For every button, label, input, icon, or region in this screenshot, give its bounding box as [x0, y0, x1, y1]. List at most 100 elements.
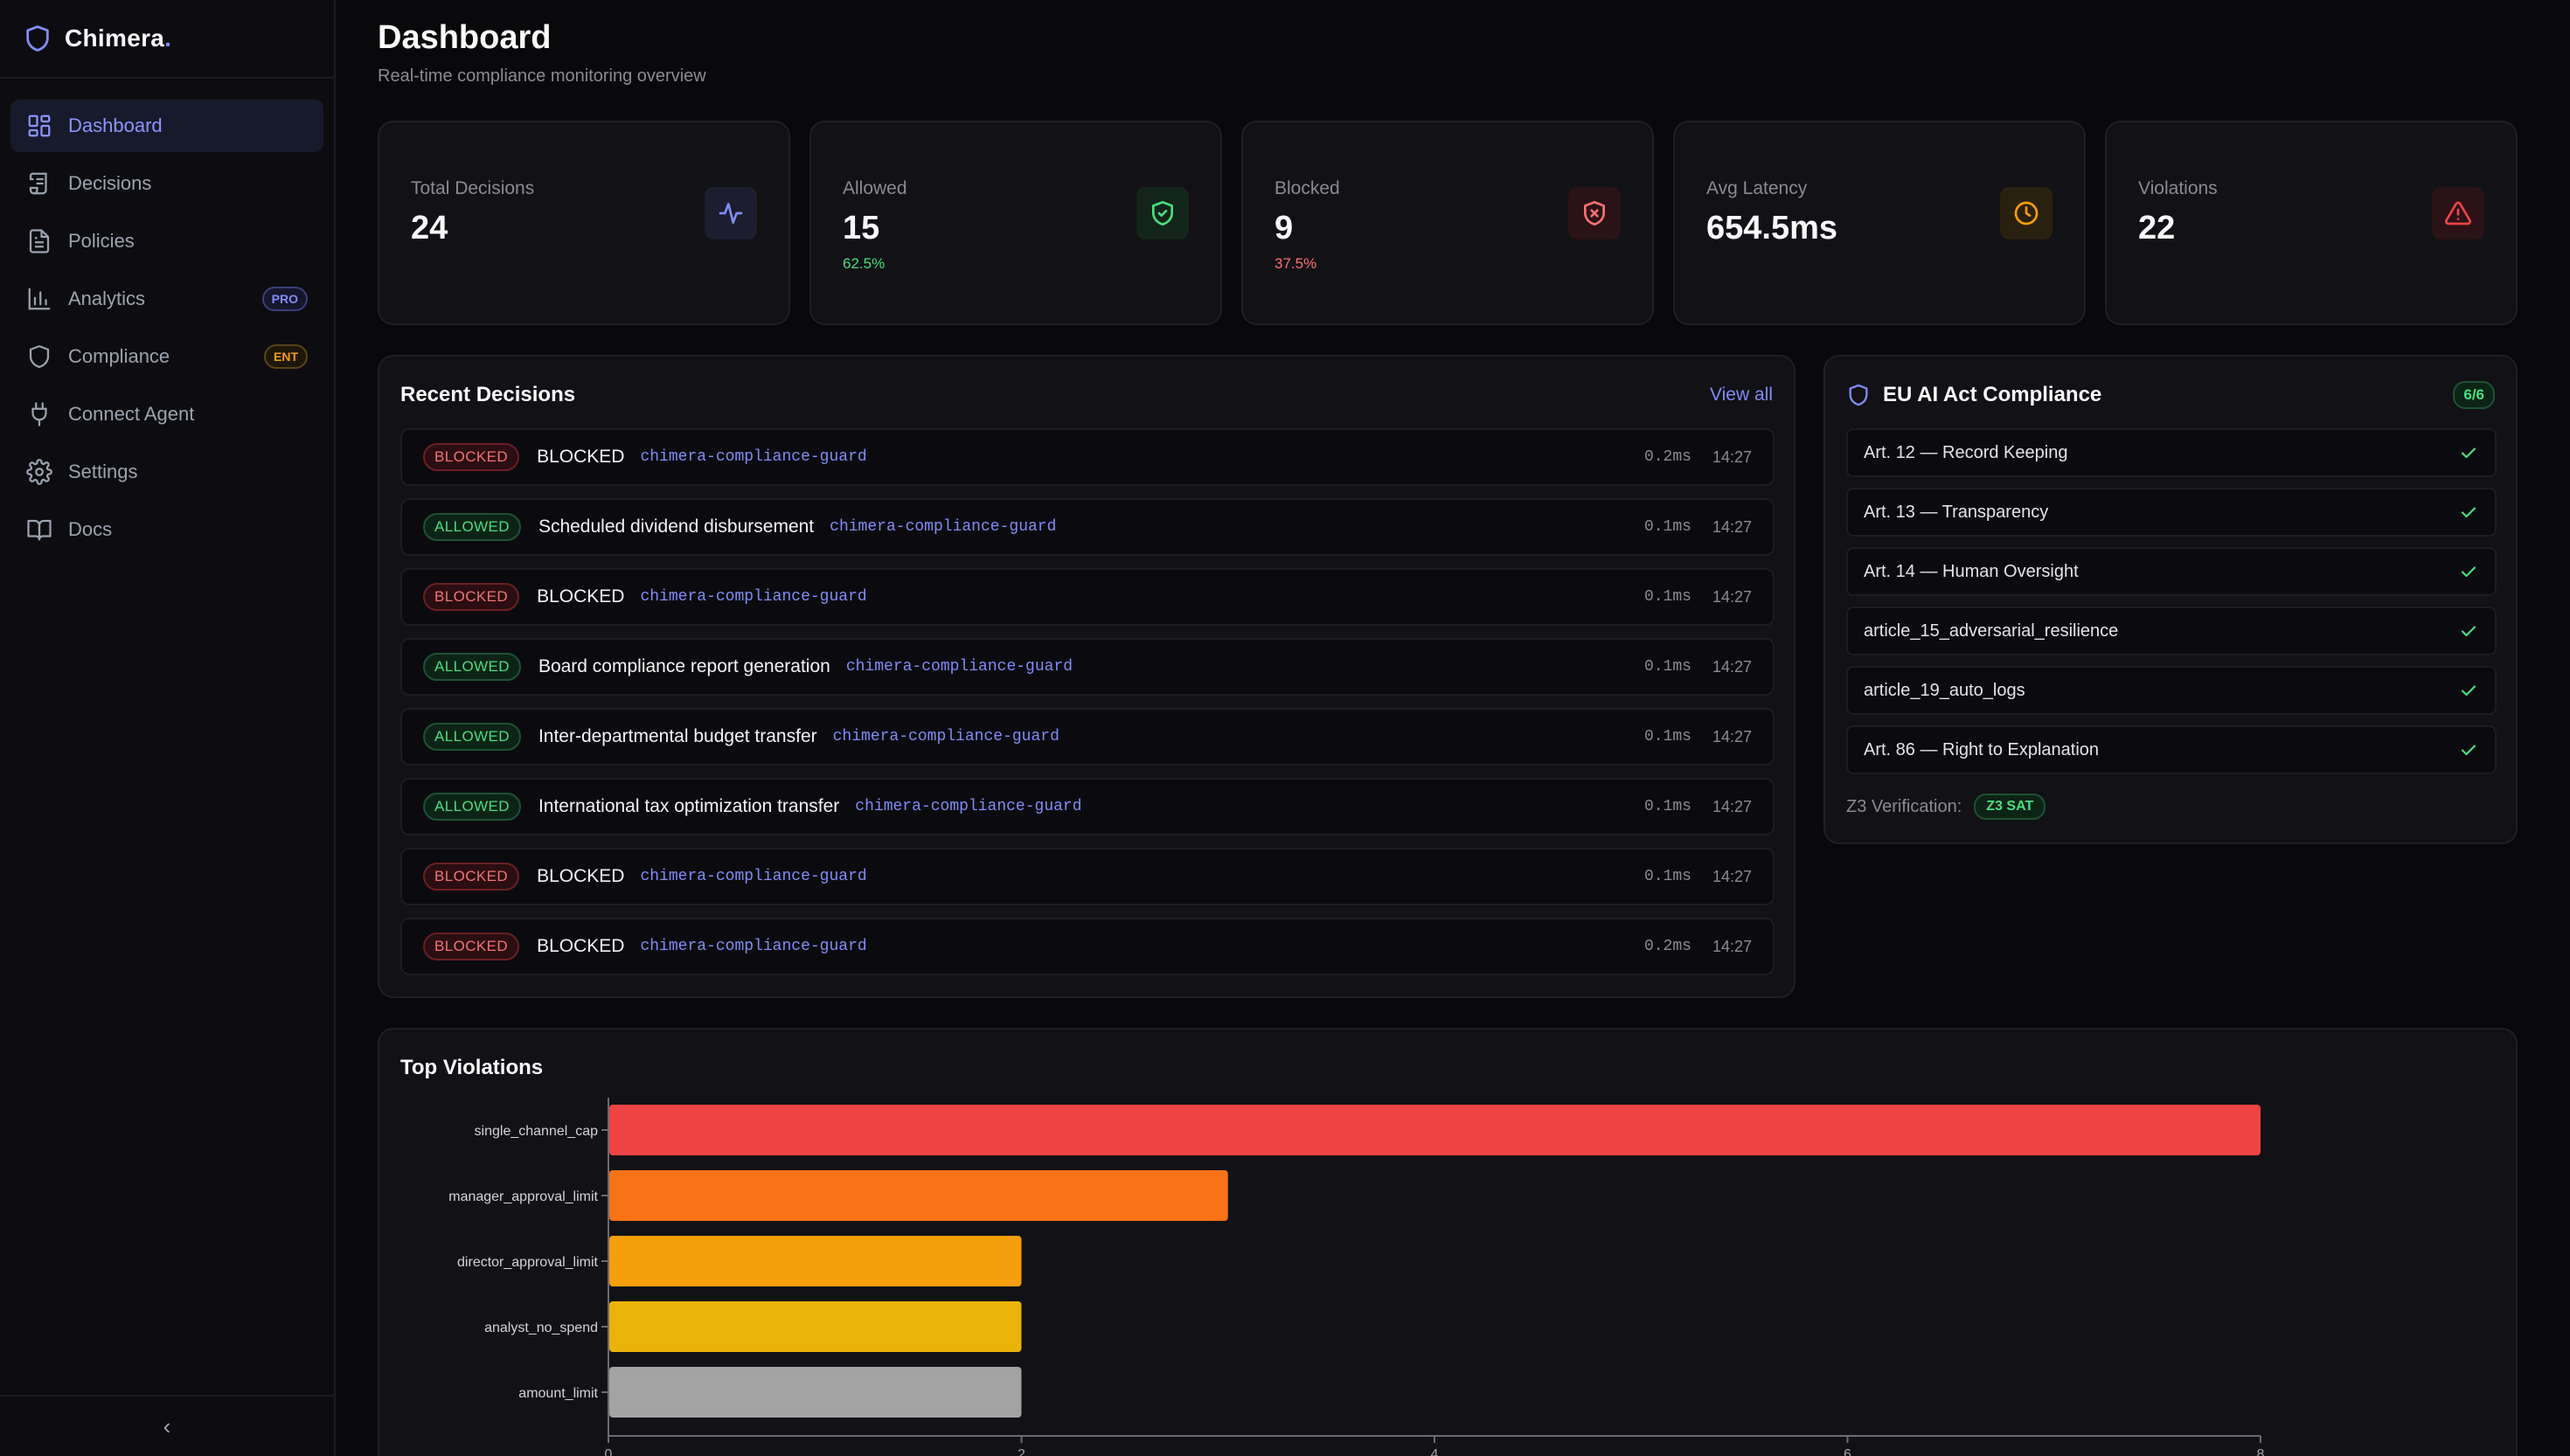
agent-name: chimera-compliance-guard	[640, 938, 867, 955]
stat-icon-box	[1136, 187, 1189, 239]
stat-icon-box	[705, 187, 757, 239]
z3-label: Z3 Verification:	[1846, 796, 1962, 816]
y-tick-label: amount_limit	[518, 1386, 598, 1401]
eu-article-item[interactable]: article_15_adversarial_resilience	[1846, 607, 2497, 655]
decision-row[interactable]: BLOCKED BLOCKED chimera-compliance-guard…	[400, 918, 1775, 975]
decision-name: Scheduled dividend disbursement	[538, 517, 815, 537]
y-tick-label: director_approval_limit	[457, 1255, 599, 1270]
decision-time: 14:27	[1712, 867, 1752, 885]
bar-amount_limit	[609, 1367, 1022, 1418]
decision-latency: 0.1ms	[1643, 798, 1691, 815]
eu-article-label: Art. 13 — Transparency	[1864, 502, 2049, 522]
status-badge: ALLOWED	[423, 793, 521, 821]
stat-value: 15	[843, 210, 880, 246]
eu-article-item[interactable]: Art. 14 — Human Oversight	[1846, 547, 2497, 596]
bar-single_channel_cap	[609, 1105, 2261, 1155]
sidebar-item-label: Connect Agent	[68, 403, 195, 425]
decision-row[interactable]: BLOCKED BLOCKED chimera-compliance-guard…	[400, 428, 1775, 486]
pro-badge: PRO	[261, 287, 308, 311]
decision-name: BLOCKED	[537, 936, 625, 956]
decision-name: Board compliance report generation	[538, 656, 830, 676]
eu-ai-act-title: EU AI Act Compliance	[1883, 383, 2102, 406]
decision-name: BLOCKED	[537, 866, 625, 886]
stat-card-total-decisions: Total Decisions 24	[378, 121, 790, 325]
view-all-link[interactable]: View all	[1710, 385, 1773, 405]
stat-value: 654.5ms	[1706, 210, 1838, 246]
book-icon	[27, 519, 52, 541]
stat-card-blocked: Blocked 9 37.5%	[1241, 121, 1654, 325]
agent-name: chimera-compliance-guard	[640, 448, 867, 466]
decision-row[interactable]: ALLOWED Scheduled dividend disbursement …	[400, 498, 1775, 556]
sidebar-item-label: Policies	[68, 230, 135, 252]
decision-row[interactable]: BLOCKED BLOCKED chimera-compliance-guard…	[400, 848, 1775, 905]
eu-article-item[interactable]: Art. 86 — Right to Explanation	[1846, 725, 2497, 774]
decision-latency: 0.1ms	[1643, 658, 1691, 676]
decision-name: International tax optimization transfer	[538, 796, 840, 816]
stat-card-violations: Violations 22	[2105, 121, 2518, 325]
decision-latency: 0.1ms	[1643, 588, 1691, 606]
brand[interactable]: Chimera.	[0, 0, 334, 79]
sidebar-item-compliance[interactable]: Compliance ENT	[10, 330, 323, 383]
decision-latency: 0.1ms	[1643, 728, 1691, 745]
status-badge: BLOCKED	[423, 933, 520, 960]
eu-article-item[interactable]: Art. 13 — Transparency	[1846, 488, 2497, 537]
stat-label: Allowed	[843, 178, 907, 198]
x-tick-label: 4	[1431, 1447, 1439, 1456]
sidebar-item-connect-agent[interactable]: Connect Agent	[10, 388, 323, 440]
y-tick-label: analyst_no_spend	[484, 1321, 598, 1335]
sidebar-nav: Dashboard Decisions Policies Analytics P…	[0, 79, 334, 556]
status-badge: BLOCKED	[423, 583, 520, 611]
sidebar: Chimera. Dashboard Decisions Policies An…	[0, 0, 336, 1456]
compliance-count-badge: 6/6	[2453, 381, 2495, 409]
recent-decisions-title: Recent Decisions	[400, 383, 576, 406]
status-badge: BLOCKED	[423, 443, 520, 471]
shield-logo-icon	[26, 25, 49, 52]
y-tick-label: single_channel_cap	[475, 1124, 599, 1139]
stat-card-avg-latency: Avg Latency 654.5ms	[1673, 121, 2086, 325]
z3-status-badge: Z3 SAT	[1974, 794, 2046, 820]
stat-value: 24	[411, 210, 448, 246]
stat-percent: 37.5%	[1275, 255, 1317, 272]
eu-article-item[interactable]: article_19_auto_logs	[1846, 666, 2497, 715]
decision-row[interactable]: ALLOWED International tax optimization t…	[400, 778, 1775, 835]
sidebar-item-decisions[interactable]: Decisions	[10, 157, 323, 210]
decision-name: BLOCKED	[537, 447, 625, 467]
z3-verification: Z3 Verification: Z3 SAT	[1846, 794, 2046, 820]
clock-icon	[2014, 201, 2039, 225]
decision-time: 14:27	[1712, 797, 1752, 815]
sidebar-item-docs[interactable]: Docs	[10, 503, 323, 556]
sidebar-item-policies[interactable]: Policies	[10, 215, 323, 267]
sidebar-item-analytics[interactable]: Analytics PRO	[10, 273, 323, 325]
eu-article-label: Art. 12 — Record Keeping	[1864, 442, 2068, 462]
eu-article-label: Art. 14 — Human Oversight	[1864, 561, 2079, 581]
agent-name: chimera-compliance-guard	[640, 588, 867, 606]
recent-decisions-card: Recent Decisions View all BLOCKED BLOCKE…	[378, 355, 1796, 998]
check-icon	[2461, 507, 2476, 518]
shield-x-icon	[1584, 201, 1605, 225]
decision-latency: 0.1ms	[1643, 518, 1691, 536]
stat-icon-box	[2000, 187, 2053, 239]
status-badge: ALLOWED	[423, 723, 521, 751]
eu-article-item[interactable]: Art. 12 — Record Keeping	[1846, 428, 2497, 477]
activity-icon	[719, 203, 743, 224]
plug-icon	[31, 402, 47, 426]
sidebar-item-label: Docs	[68, 518, 113, 540]
decision-name: Inter-departmental budget transfer	[538, 726, 817, 746]
collapse-sidebar-button[interactable]: ‹	[0, 1395, 334, 1456]
check-icon	[2461, 685, 2476, 697]
y-tick-label: manager_approval_limit	[448, 1189, 598, 1204]
sidebar-item-settings[interactable]: Settings	[10, 446, 323, 498]
x-tick-label: 8	[2257, 1447, 2265, 1456]
decision-row[interactable]: ALLOWED Board compliance report generati…	[400, 638, 1775, 696]
decision-time: 14:27	[1712, 727, 1752, 745]
stat-card-allowed: Allowed 15 62.5%	[809, 121, 1222, 325]
decision-row[interactable]: BLOCKED BLOCKED chimera-compliance-guard…	[400, 568, 1775, 626]
sidebar-item-dashboard[interactable]: Dashboard	[10, 100, 323, 152]
x-tick-label: 6	[1844, 1447, 1851, 1456]
decision-row[interactable]: ALLOWED Inter-departmental budget transf…	[400, 708, 1775, 766]
shield-check-icon	[1152, 201, 1173, 225]
decision-time: 14:27	[1712, 937, 1752, 955]
top-violations-title: Top Violations	[400, 1056, 544, 1079]
brand-name: Chimera	[65, 24, 165, 52]
